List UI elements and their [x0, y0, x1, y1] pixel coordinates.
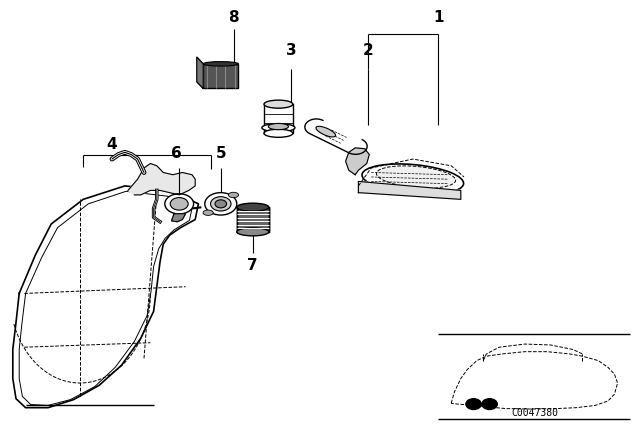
- Polygon shape: [237, 207, 269, 232]
- Ellipse shape: [215, 200, 227, 208]
- Text: 8: 8: [228, 10, 239, 25]
- Ellipse shape: [264, 129, 292, 137]
- Text: 1: 1: [433, 10, 444, 25]
- Ellipse shape: [264, 100, 292, 108]
- Text: C0047380: C0047380: [511, 408, 558, 418]
- Polygon shape: [128, 164, 195, 195]
- Polygon shape: [358, 181, 461, 199]
- Polygon shape: [13, 186, 198, 408]
- Circle shape: [466, 399, 481, 409]
- Ellipse shape: [262, 124, 295, 132]
- Circle shape: [482, 399, 497, 409]
- Ellipse shape: [237, 228, 269, 236]
- Text: 5: 5: [216, 146, 226, 161]
- Text: 6: 6: [171, 146, 181, 161]
- Polygon shape: [264, 104, 293, 134]
- Ellipse shape: [376, 166, 456, 188]
- Ellipse shape: [268, 123, 289, 130]
- Ellipse shape: [228, 192, 239, 198]
- Ellipse shape: [316, 126, 335, 137]
- Ellipse shape: [237, 203, 269, 211]
- Text: 4: 4: [107, 138, 117, 152]
- Polygon shape: [172, 214, 186, 222]
- Ellipse shape: [211, 197, 231, 211]
- Text: 2: 2: [363, 43, 373, 58]
- Polygon shape: [196, 57, 203, 89]
- Ellipse shape: [203, 210, 213, 215]
- Ellipse shape: [205, 193, 237, 215]
- Ellipse shape: [170, 198, 188, 210]
- Text: 3: 3: [286, 43, 296, 58]
- FancyBboxPatch shape: [203, 64, 238, 89]
- Polygon shape: [305, 119, 367, 154]
- Text: 7: 7: [248, 258, 258, 272]
- Ellipse shape: [165, 194, 194, 214]
- Ellipse shape: [204, 62, 238, 66]
- Polygon shape: [346, 148, 369, 175]
- Ellipse shape: [362, 164, 463, 194]
